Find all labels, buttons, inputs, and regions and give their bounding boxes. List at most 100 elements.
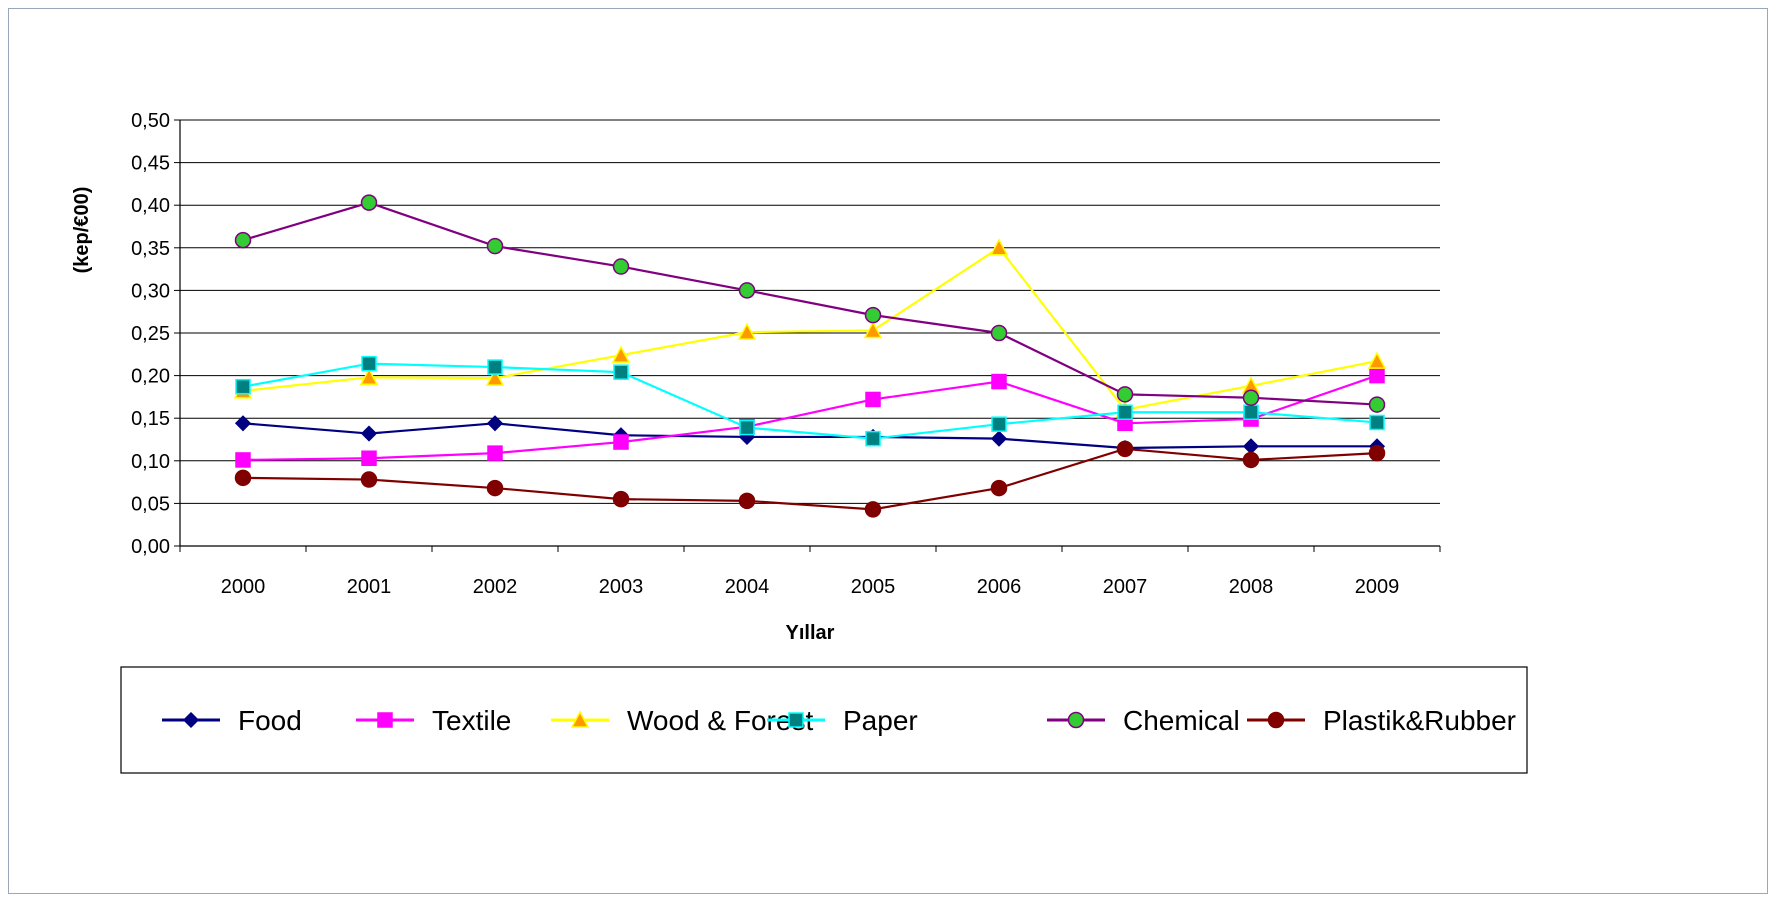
data-point — [361, 450, 377, 466]
legend-swatch-marker — [570, 710, 590, 728]
x-tick-label: 2003 — [599, 576, 644, 598]
data-point — [1242, 389, 1260, 407]
y-tick-label: 0,40 — [131, 195, 170, 217]
x-tick-label: 2000 — [221, 576, 266, 598]
x-tick-label: 2005 — [851, 576, 896, 598]
series-group — [233, 194, 1387, 518]
legend-label: Plastik&Rubber — [1323, 705, 1516, 736]
data-point — [1243, 404, 1259, 420]
data-point — [487, 359, 503, 375]
x-tick-label: 2009 — [1355, 576, 1400, 598]
data-point — [739, 419, 755, 436]
legend-swatch-marker — [1067, 711, 1085, 729]
series-line — [242, 447, 1378, 511]
data-point — [1242, 451, 1260, 469]
legend-label: Chemical — [1123, 705, 1240, 736]
data-point — [613, 434, 629, 450]
y-tick-label: 0,15 — [131, 408, 170, 430]
data-point — [487, 445, 503, 461]
data-point — [485, 368, 505, 386]
data-point — [235, 452, 251, 468]
data-point — [360, 471, 378, 488]
series-chemical — [234, 194, 1386, 413]
data-point — [864, 306, 882, 324]
data-point — [1368, 396, 1386, 413]
y-tick-label: 0,20 — [131, 366, 170, 388]
data-point — [486, 237, 504, 255]
legend-label: Paper — [843, 705, 918, 736]
y-tick-label: 0,10 — [131, 451, 170, 473]
y-tick-label: 0,50 — [131, 110, 170, 132]
data-point — [360, 194, 378, 211]
data-point — [738, 492, 756, 510]
y-tick-label: 0,25 — [131, 323, 170, 345]
data-point — [1367, 351, 1387, 369]
data-point — [1369, 414, 1385, 431]
data-point — [1116, 440, 1134, 458]
y-tick-label: 0,00 — [131, 536, 170, 558]
series-food — [234, 415, 1386, 457]
data-point — [1368, 444, 1386, 462]
x-axis-label: Yıllar — [786, 622, 835, 644]
legend-swatch-marker — [1267, 711, 1285, 729]
data-point — [235, 378, 251, 395]
y-axis-label: (kep/€00) — [71, 187, 93, 274]
x-tick-label: 2001 — [347, 576, 392, 598]
data-point — [991, 373, 1007, 390]
series-line — [242, 246, 1378, 411]
data-point — [234, 415, 252, 432]
legend-swatch-marker — [377, 712, 393, 728]
x-tick-labels: 2000 2001 2002 2003 2004 2005 2006 2007 2008 2009 — [221, 576, 1400, 598]
data-point — [360, 425, 378, 442]
legend-item: Food — [162, 705, 302, 736]
data-point — [486, 415, 504, 432]
legend-label: Textile — [432, 705, 511, 736]
legend-item: Textile — [356, 705, 511, 736]
data-point — [1369, 367, 1385, 384]
data-point — [1117, 404, 1133, 420]
data-point — [486, 479, 504, 497]
data-point — [611, 345, 631, 363]
series-line — [242, 422, 1377, 450]
data-point — [864, 501, 882, 518]
x-tick-label: 2004 — [725, 576, 770, 598]
legend-swatch-marker — [788, 712, 804, 728]
legend-label: Food — [238, 705, 302, 736]
x-tick-label: 2008 — [1229, 576, 1274, 598]
x-tick-label: 2002 — [473, 576, 518, 598]
y-tick-label: 0,30 — [131, 280, 170, 302]
axes — [174, 119, 1441, 552]
data-point — [989, 238, 1009, 256]
series-wood-forest — [233, 238, 1387, 418]
data-point — [612, 258, 630, 275]
legend-item: Plastik&Rubber — [1247, 705, 1516, 736]
series-paper — [235, 355, 1385, 447]
data-point — [990, 430, 1008, 447]
data-point — [613, 364, 629, 380]
data-point — [612, 490, 630, 508]
data-point — [361, 355, 377, 372]
data-point — [991, 416, 1007, 432]
data-point — [359, 367, 379, 386]
legend-item: Paper — [767, 705, 918, 736]
y-tick-label: 0,45 — [131, 153, 170, 175]
x-tick-label: 2006 — [977, 576, 1022, 598]
data-point — [738, 282, 756, 299]
y-tick-label: 0,05 — [131, 493, 170, 515]
data-point — [1116, 386, 1134, 403]
data-point — [865, 430, 881, 447]
series-plastik-rubber — [234, 440, 1386, 518]
legend-swatch-marker — [182, 711, 200, 729]
data-point — [1242, 438, 1260, 455]
data-point — [737, 322, 757, 340]
data-point — [990, 479, 1008, 497]
data-point — [865, 391, 881, 408]
gridlines — [180, 119, 1440, 504]
y-tick-labels: 0,00 0,05 0,10 0,15 0,20 0,25 0,30 0,35 0,40 0,45… — [131, 110, 170, 558]
series-line — [242, 374, 1378, 462]
data-point — [990, 324, 1008, 342]
legend: Food Textile Wood & Forest Paper Chemical Pla… — [120, 666, 1528, 774]
series-line — [242, 201, 1378, 406]
y-tick-label: 0,35 — [131, 238, 170, 260]
